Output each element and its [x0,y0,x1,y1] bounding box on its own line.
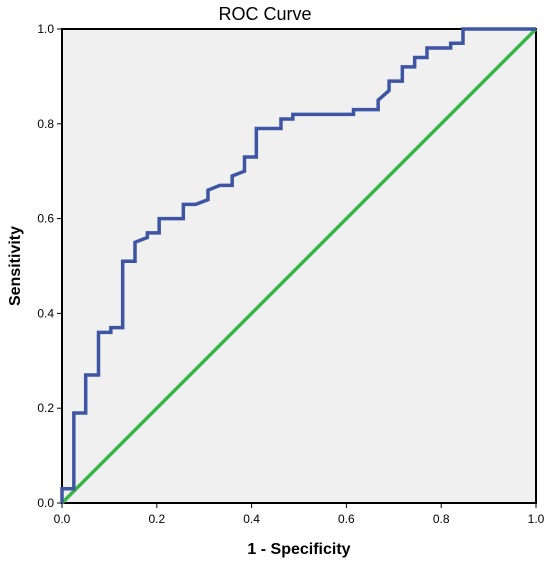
chart-title: ROC Curve [218,4,311,24]
x-tick-label: 0.4 [243,512,260,526]
reference-diagonal-line [60,27,538,505]
roc-curve-line [60,27,536,503]
y-tick-label: 0.8 [37,117,54,131]
x-tick-label: 0.2 [148,512,165,526]
x-tick-label: 0.6 [338,512,355,526]
y-tick-label: 0.6 [37,212,54,226]
y-tick-label: 0.4 [37,306,54,320]
y-tick-label: 1.0 [37,22,54,36]
x-axis-label: 1 - Specificity [247,541,350,558]
x-tick-label: 0.8 [433,512,450,526]
x-tick-label: 1.0 [528,512,545,526]
y-tick-label: 0.2 [37,401,54,415]
series-group [60,27,538,505]
y-tick-label: 0.0 [37,496,54,510]
y-axis-label: Sensitivity [7,226,24,306]
x-tick-label: 0.0 [54,512,71,526]
axis-ticks: 0.0 0.2 0.4 0.6 0.8 1.0 0.0 0.2 0.4 0.6 0.8 1.0 [37,22,544,526]
